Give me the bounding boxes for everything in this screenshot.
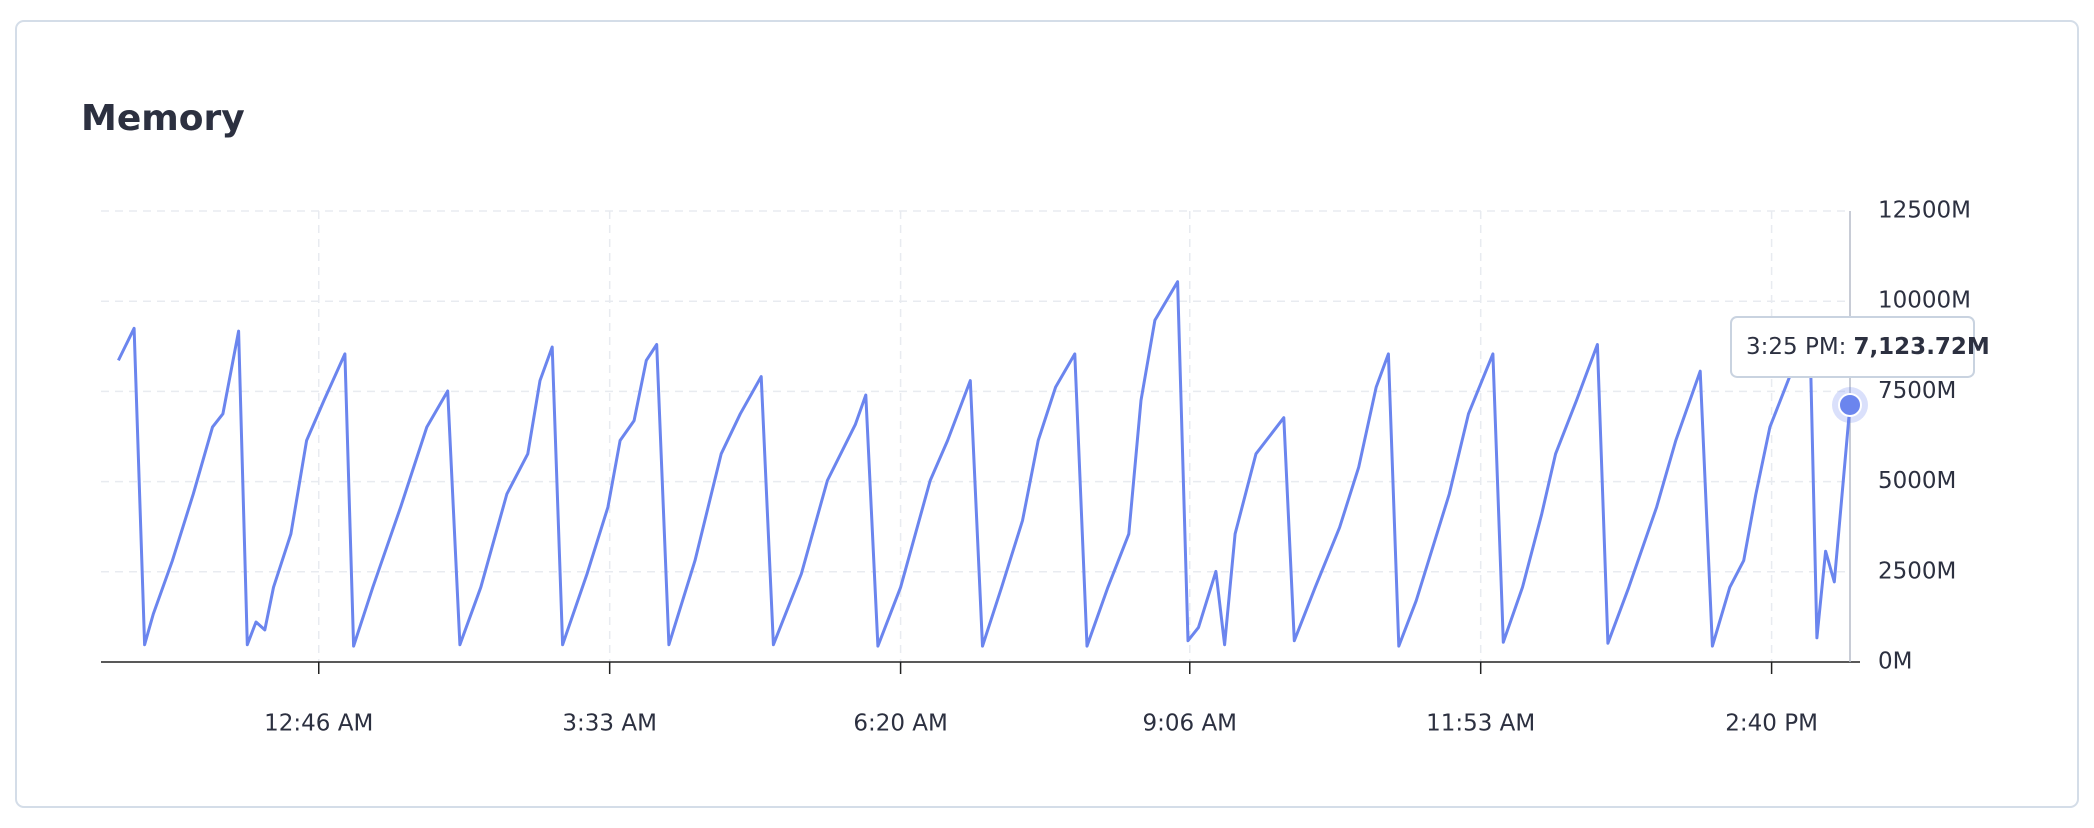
y-tick-label: 5000M (1878, 468, 1956, 494)
hover-point (1838, 392, 1862, 417)
tooltip-value: 7,123.72M (1853, 333, 1989, 359)
tooltip-box (1730, 315, 1975, 378)
line (117, 280, 1852, 648)
y-tick-label: 7500M (1878, 378, 1956, 404)
y-tick-label: 10000M (1878, 288, 1971, 314)
x-tick-label: 3:33 AM (562, 711, 657, 737)
x-tick-label: 11:53 AM (1426, 711, 1535, 737)
y-tick-label: 0M (1878, 649, 1912, 675)
y-tick-label: 2500M (1878, 558, 1956, 584)
tooltip-text: 3:25 PM: 7,123.72M (1746, 333, 1990, 359)
x-tick-label: 9:06 AM (1142, 711, 1237, 737)
tooltip: 3:25 PM: 7,123.72M (1730, 315, 1990, 378)
x-tick-label: 2:40 PM (1725, 711, 1818, 737)
x-tick-label: 6:20 AM (853, 711, 948, 737)
chart-title: Memory (81, 98, 245, 139)
y-tick-label: 12500M (1878, 198, 1971, 224)
tooltip-time: 3:25 PM: (1746, 333, 1846, 359)
x-tick-label: 12:46 AM (264, 711, 373, 737)
